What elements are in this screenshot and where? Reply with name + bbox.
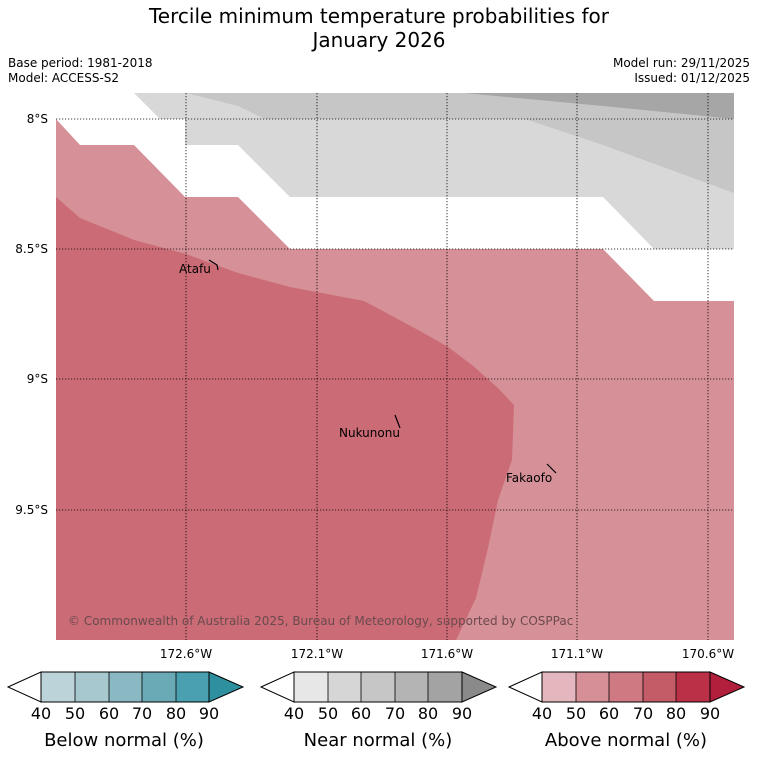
meta-left: Base period: 1981-2018 Model: ACCESS-S2 — [8, 56, 153, 86]
lat-label-9-5s: 9.5°S — [15, 503, 48, 517]
title-line-1: Tercile minimum temperature probabilitie… — [148, 4, 610, 28]
colorbar-near-normal — [259, 671, 498, 703]
issued-date: Issued: 01/12/2025 — [634, 71, 750, 85]
lat-label-8-5s: 8.5°S — [15, 242, 48, 256]
atafu-island — [208, 259, 219, 271]
near-normal-60-region — [464, 93, 734, 119]
lon-label-171-1w: 171.1°W — [550, 647, 604, 661]
above-tick-80: 80 — [665, 704, 687, 723]
near-tick-90: 90 — [451, 704, 473, 723]
nukunonu-island — [394, 414, 401, 429]
below-normal-label: Below normal (%) — [44, 730, 204, 751]
below-tick-40: 40 — [30, 704, 52, 723]
above-tick-40: 40 — [531, 704, 553, 723]
model-name: Model: ACCESS-S2 — [8, 71, 120, 85]
near-normal-label: Near normal (%) — [303, 730, 453, 751]
near-tick-80: 80 — [417, 704, 439, 723]
near-tick-40: 40 — [283, 704, 305, 723]
model-run: Model run: 29/11/2025 — [612, 56, 750, 70]
place-label-atafu: Atafu — [179, 262, 211, 276]
lon-label-171-6w: 171.6°W — [420, 647, 474, 661]
near-tick-60: 60 — [350, 704, 372, 723]
below-tick-80: 80 — [165, 704, 187, 723]
colorbar-below-normal — [6, 671, 245, 703]
fakaofo-island — [546, 463, 557, 474]
above-tick-60: 60 — [598, 704, 620, 723]
above-normal-label: Above normal (%) — [544, 730, 708, 751]
title-line-2: January 2026 — [312, 28, 446, 52]
near-tick-70: 70 — [384, 704, 406, 723]
meta-right: Model run: 29/11/2025 Issued: 01/12/2025 — [613, 56, 750, 86]
near-normal-50-region — [186, 93, 734, 193]
lat-label-8s: 8°S — [26, 112, 48, 126]
above-tick-50: 50 — [565, 704, 587, 723]
island-outlines — [208, 259, 557, 474]
below-tick-60: 60 — [98, 704, 120, 723]
near-tick-50: 50 — [317, 704, 339, 723]
copyright-notice: © Commonwealth of Australia 2025, Bureau… — [68, 614, 574, 628]
lon-label-170-6w: 170.6°W — [681, 647, 735, 661]
map-area — [56, 93, 734, 640]
lon-label-172-6w: 172.6°W — [159, 647, 213, 661]
above-normal-50-region — [56, 197, 514, 640]
place-label-nukunonu: Nukunonu — [339, 426, 400, 440]
base-period: Base period: 1981-2018 — [8, 56, 153, 70]
below-tick-50: 50 — [64, 704, 86, 723]
place-label-fakaofo: Fakaofo — [506, 471, 553, 485]
lat-label-9s: 9°S — [26, 372, 48, 386]
below-tick-70: 70 — [131, 704, 153, 723]
colorbar-above-normal — [507, 671, 746, 703]
map-title: Tercile minimum temperature probabilitie… — [0, 4, 758, 52]
gridlines — [56, 93, 734, 640]
above-tick-70: 70 — [632, 704, 654, 723]
lon-label-172-1w: 172.1°W — [290, 647, 344, 661]
above-tick-90: 90 — [699, 704, 721, 723]
below-tick-90: 90 — [198, 704, 220, 723]
